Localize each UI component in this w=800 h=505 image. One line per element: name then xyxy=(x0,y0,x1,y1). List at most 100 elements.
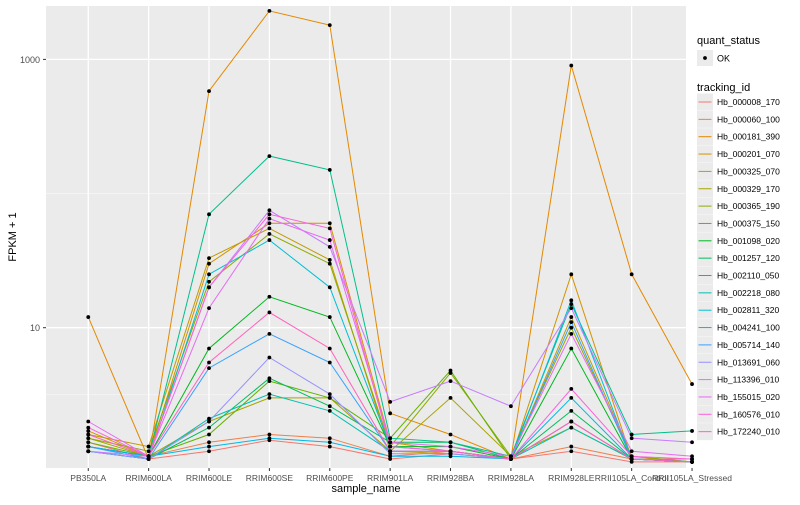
legend-label: Hb_002811_320 xyxy=(717,305,780,315)
series-layer xyxy=(86,8,694,464)
data-point xyxy=(267,392,272,396)
data-point xyxy=(207,440,211,445)
data-point xyxy=(207,272,211,277)
shape-legend-title: quant_status xyxy=(697,35,760,47)
data-point xyxy=(327,440,332,445)
y-axis-title: FPKM + 1 xyxy=(7,212,19,261)
data-point xyxy=(569,408,574,413)
data-point xyxy=(86,425,91,430)
data-point xyxy=(388,449,393,454)
data-point xyxy=(267,221,272,226)
data-point xyxy=(207,360,211,365)
data-point xyxy=(86,315,91,319)
data-point xyxy=(569,325,574,330)
x-tick-label: RRII105LA_Control xyxy=(595,473,669,483)
data-point xyxy=(448,440,453,445)
data-point xyxy=(327,360,332,365)
data-point xyxy=(207,89,211,94)
data-point xyxy=(207,279,211,284)
legend-label: Hb_005714_140 xyxy=(717,340,780,350)
x-tick-label: RRIM928BA xyxy=(427,473,475,483)
x-tick-label: RRIM600LE xyxy=(186,473,233,483)
data-point xyxy=(690,440,694,445)
data-point xyxy=(267,395,272,400)
legend-label: Hb_002218_080 xyxy=(717,288,780,298)
data-point xyxy=(569,346,574,351)
data-point xyxy=(86,419,91,424)
data-point xyxy=(629,459,634,464)
data-point xyxy=(327,245,332,249)
data-point xyxy=(327,395,332,400)
data-point xyxy=(569,272,574,277)
data-point xyxy=(267,355,272,360)
data-point xyxy=(267,379,272,383)
legend-key-point xyxy=(703,56,707,60)
data-point xyxy=(569,315,574,319)
data-point xyxy=(569,320,574,325)
data-point xyxy=(327,285,332,290)
data-point xyxy=(207,366,211,370)
legend-label: Hb_000008_170 xyxy=(717,97,780,107)
panel-background xyxy=(46,6,686,468)
data-point xyxy=(267,436,272,441)
data-point xyxy=(267,331,272,336)
data-point xyxy=(86,432,91,437)
x-tick-label: RRIM600SE xyxy=(246,473,294,483)
legend-label: Hb_000181_390 xyxy=(717,132,780,142)
data-point xyxy=(86,436,91,441)
data-point xyxy=(267,232,272,236)
x-tick-label: RRII105LA_Stressed xyxy=(652,473,732,483)
legend-label: Hb_000375_150 xyxy=(717,218,780,228)
data-point xyxy=(448,444,453,449)
data-point xyxy=(569,63,574,68)
legend-label: Hb_160576_010 xyxy=(717,409,780,419)
data-point xyxy=(690,454,694,459)
data-point xyxy=(267,8,272,13)
data-point xyxy=(629,457,634,461)
plot-panel xyxy=(46,6,693,468)
legend-label: Hb_000201_070 xyxy=(717,149,780,159)
data-point xyxy=(86,449,91,454)
data-point xyxy=(569,331,574,336)
data-point xyxy=(629,449,634,454)
data-point xyxy=(327,221,332,226)
x-tick-label: RRIM928LA xyxy=(488,473,535,483)
data-point xyxy=(267,310,272,315)
legend-label: Hb_000365_190 xyxy=(717,201,780,211)
data-point xyxy=(388,436,393,441)
data-point xyxy=(690,429,694,433)
y-tick-label: 1000 xyxy=(20,55,40,65)
data-point xyxy=(569,419,574,424)
data-point xyxy=(207,425,211,430)
data-point xyxy=(690,459,694,464)
data-point xyxy=(207,261,211,266)
legend-label: Hb_001098_020 xyxy=(717,236,780,246)
legend-label: Hb_113396_010 xyxy=(717,375,780,385)
data-point xyxy=(448,379,453,383)
data-point xyxy=(267,294,272,299)
data-point xyxy=(388,411,393,416)
data-point xyxy=(327,23,332,28)
data-point xyxy=(509,404,513,409)
data-point xyxy=(207,306,211,310)
x-axis-title: sample_name xyxy=(331,483,400,495)
data-point xyxy=(448,449,453,454)
data-point xyxy=(569,449,574,454)
data-point xyxy=(448,432,453,437)
data-point xyxy=(267,376,272,381)
data-point xyxy=(267,432,272,437)
data-point xyxy=(327,346,332,351)
x-tick-label: RRIM928LE xyxy=(548,473,595,483)
data-point xyxy=(146,444,151,449)
data-point xyxy=(207,419,211,424)
data-point xyxy=(388,399,393,404)
data-point xyxy=(207,212,211,217)
legend-label: Hb_000329_170 xyxy=(717,184,780,194)
legend-label: OK xyxy=(717,54,730,64)
data-point xyxy=(207,416,211,421)
data-point xyxy=(207,346,211,351)
data-point xyxy=(267,226,272,231)
data-point xyxy=(569,444,574,449)
